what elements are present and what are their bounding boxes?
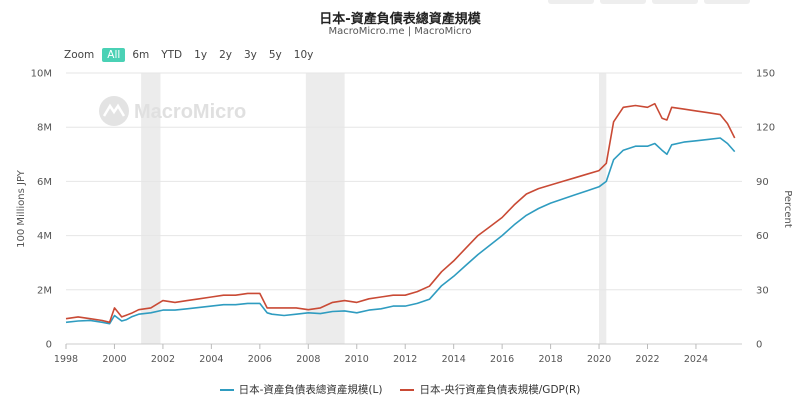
x-tick-label: 2024 [684,354,708,365]
legend-swatch-blue [219,388,234,391]
series-lines[interactable] [65,102,736,325]
x-tick-label: 2022 [635,354,659,365]
zoom-option-3y[interactable]: 3y [243,49,257,61]
shaded-period [141,73,161,344]
x-tick-label: 2020 [587,354,611,365]
x-tick-label: 2002 [151,354,175,365]
y-axis-left-label: 100 Millions JPY [16,169,27,248]
x-tick-label: 2004 [199,354,223,365]
legend-item-total-assets[interactable]: 日本-資產負債表總資產規模(L) [219,382,383,397]
zoom-option-2y[interactable]: 2y [219,49,232,61]
series-line-total-assets[interactable] [65,137,736,325]
toolbar-tab[interactable] [600,0,646,4]
recession-shading [141,73,607,344]
y-right-tick-label: 120 [756,123,775,134]
axes: 0 0 2M 30 4M 60 6M 90 8M 120 10M 150 1998 2000 2002 200… [31,69,775,366]
zoom-selector: Zoom All 6m YTD 1y 2y 3y 5y 10y [64,48,318,62]
shaded-period [305,73,345,344]
x-tick-label: 2006 [248,354,272,365]
watermark: MacroMicro [99,96,246,126]
x-tick-label: 2008 [296,354,320,365]
zoom-label: Zoom [64,49,95,61]
x-tick-label: 1998 [54,354,78,365]
x-tick-label: 2000 [102,354,126,365]
y-left-tick-label: 8M [37,123,52,134]
y-left-tick-label: 4M [37,231,52,242]
y-left-tick-label: 0 [46,340,52,351]
x-tick-label: 2010 [345,354,369,365]
chart-legend: 日本-資產負債表總資產規模(L) 日本-央行資產負債表規模/GDP(R) [0,382,800,397]
y-right-tick-label: 30 [756,285,769,296]
zoom-option-5y[interactable]: 5y [268,49,282,61]
series-line-gdp-ratio[interactable] [65,102,736,324]
zoom-option-all[interactable]: All [102,48,126,62]
x-tick-label: 2014 [442,354,466,365]
toolbar-tab[interactable] [652,0,698,4]
legend-label: 日本-資產負債表總資產規模(L) [238,384,383,396]
toolbar-tab[interactable] [704,0,750,4]
watermark-text: MacroMicro [134,101,246,123]
top-toolbar [548,0,750,4]
x-tick-label: 2012 [393,354,417,365]
y-right-tick-label: 150 [756,69,775,80]
zoom-option-1y[interactable]: 1y [194,49,208,61]
legend-label: 日本-央行資產負債表規模/GDP(R) [419,384,581,396]
x-tick-label: 2018 [538,354,562,365]
chart-title: 日本-資產負債表總資產規模 [319,12,481,27]
shaded-period [599,73,607,344]
x-tick-label: 2016 [490,354,514,365]
zoom-option-10y[interactable]: 10y [293,49,314,61]
y-axis-right-label: Percent [782,190,793,228]
y-right-tick-label: 60 [756,231,769,242]
y-right-tick-label: 90 [756,177,769,188]
y-left-tick-label: 6M [37,177,52,188]
zoom-option-ytd[interactable]: YTD [161,49,183,61]
legend-item-gdp-ratio[interactable]: 日本-央行資產負債表規模/GDP(R) [400,382,580,397]
legend-swatch-red [400,388,415,391]
y-right-tick-label: 0 [756,340,762,351]
toolbar-tab[interactable] [548,0,594,4]
y-left-tick-label: 2M [37,285,52,296]
gridlines [66,72,742,345]
chart-subtitle: MacroMicro.me | MacroMicro [328,26,472,37]
y-left-tick-label: 10M [31,69,52,80]
zoom-option-6m[interactable]: 6m [132,49,150,61]
